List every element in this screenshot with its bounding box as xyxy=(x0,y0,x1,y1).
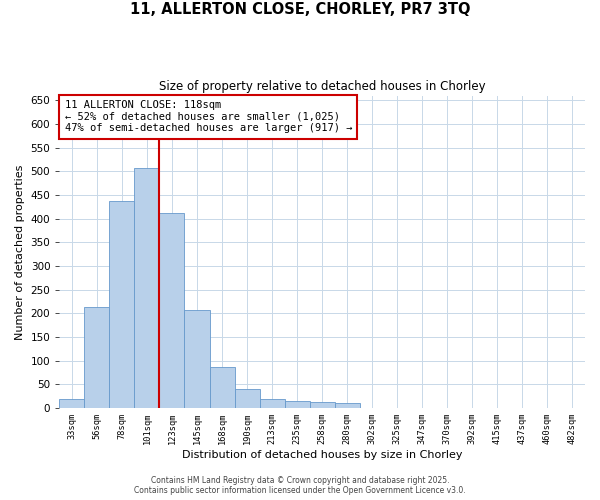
Text: 11, ALLERTON CLOSE, CHORLEY, PR7 3TQ: 11, ALLERTON CLOSE, CHORLEY, PR7 3TQ xyxy=(130,2,470,18)
Bar xyxy=(209,367,235,408)
Bar xyxy=(284,401,310,408)
Y-axis label: Number of detached properties: Number of detached properties xyxy=(15,164,25,340)
Bar xyxy=(235,389,260,408)
Title: Size of property relative to detached houses in Chorley: Size of property relative to detached ho… xyxy=(159,80,485,93)
X-axis label: Distribution of detached houses by size in Chorley: Distribution of detached houses by size … xyxy=(182,450,463,460)
Bar xyxy=(109,200,134,408)
Text: 11 ALLERTON CLOSE: 118sqm
← 52% of detached houses are smaller (1,025)
47% of se: 11 ALLERTON CLOSE: 118sqm ← 52% of detac… xyxy=(65,100,352,134)
Bar xyxy=(134,168,160,408)
Bar xyxy=(160,212,184,408)
Text: Contains HM Land Registry data © Crown copyright and database right 2025.
Contai: Contains HM Land Registry data © Crown c… xyxy=(134,476,466,495)
Bar xyxy=(310,402,335,408)
Bar xyxy=(85,307,109,408)
Bar xyxy=(335,403,360,408)
Bar xyxy=(184,310,209,408)
Bar xyxy=(59,398,85,408)
Bar xyxy=(260,398,284,408)
